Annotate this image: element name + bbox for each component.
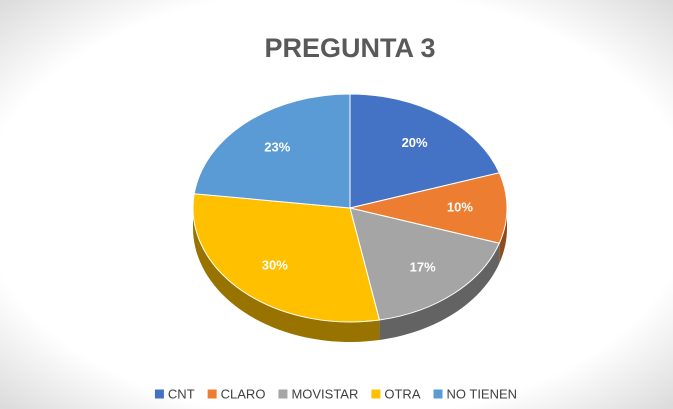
legend-label: CLARO (221, 386, 266, 401)
data-label: 17% (410, 259, 436, 274)
data-label: 10% (447, 199, 473, 214)
legend-swatch (433, 389, 443, 399)
legend-swatch (154, 389, 164, 399)
data-label: 20% (402, 135, 428, 150)
legend-label: CNT (168, 386, 195, 401)
legend-swatch (371, 389, 381, 399)
data-label: 23% (264, 140, 290, 155)
pie-slice (349, 172, 508, 244)
chart-title: PREGUNTA 3 (264, 33, 435, 63)
pie-slice (349, 207, 501, 321)
pie-slice (349, 93, 501, 209)
slice-side (379, 243, 500, 340)
legend-label: MOVISTAR (291, 386, 358, 401)
slice-side (499, 208, 507, 264)
pie-slice (192, 193, 381, 323)
data-label: 30% (262, 258, 288, 273)
legend-label: OTRA (384, 386, 420, 401)
legend-swatch (207, 389, 217, 399)
legend-swatch (278, 389, 288, 399)
legend-label: NO TIENEN (447, 386, 518, 401)
pie-slice (193, 93, 351, 209)
slice-side (193, 208, 380, 342)
